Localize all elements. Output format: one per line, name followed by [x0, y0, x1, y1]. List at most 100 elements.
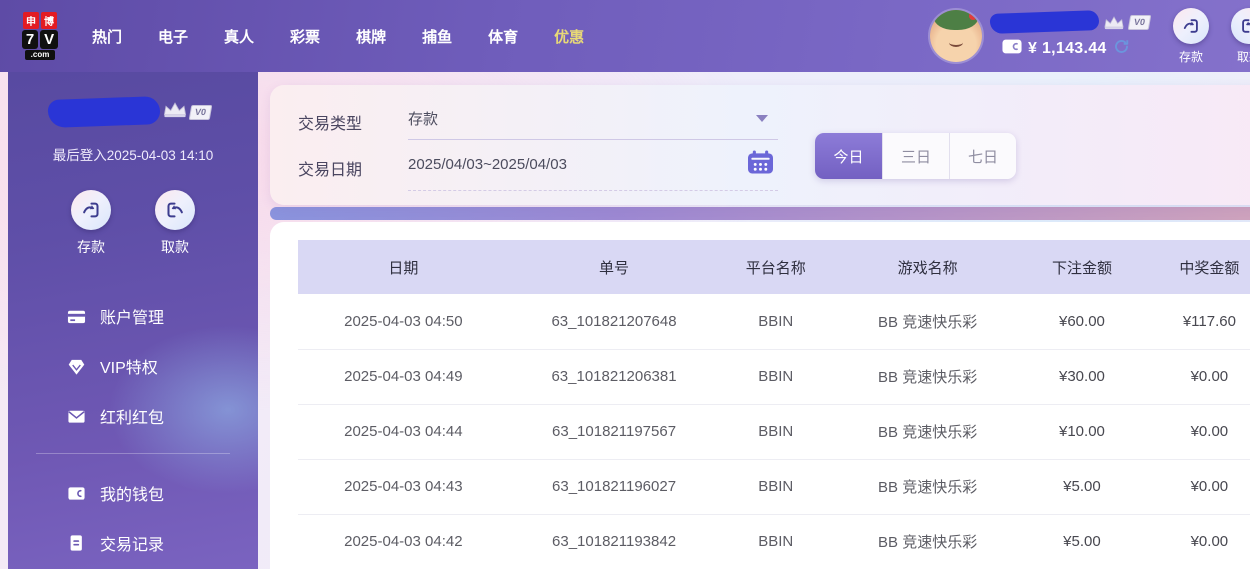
table-cell: ¥0.00	[1140, 459, 1250, 515]
document-icon	[66, 533, 86, 553]
header-withdraw-button[interactable]: 取款	[1222, 7, 1250, 65]
refresh-icon[interactable]	[1113, 38, 1130, 60]
nav-item-8[interactable]: 优惠	[554, 28, 585, 46]
table-row: 2025-04-03 04:42 63_101821193842 BBIN BB 竞速…	[298, 514, 1250, 569]
table-cell: BB 竞速快乐彩	[832, 459, 1024, 515]
card-icon	[66, 306, 86, 326]
header-deposit-button[interactable]: 存款	[1164, 7, 1218, 65]
table-cell: 63_101821193842	[508, 514, 720, 569]
top-navigation-bar: 申 博 7 V .com 热门 电子 真人 彩票 棋牌 捕鱼 体育 优惠 V0 ¥ 1,14	[0, 0, 1250, 72]
brand-char-7: 7	[21, 30, 39, 49]
sidebar: V0 最后登入2025-04-03 14:10 存款 取款 账户管理 VIP特权 红利…	[8, 0, 258, 569]
user-cluster: V0 ¥ 1,143.44 存款 取款	[930, 0, 1250, 72]
table-cell: ¥0.00	[1140, 404, 1250, 460]
table-column-header-2: 单号	[508, 240, 720, 294]
calendar-icon[interactable]	[747, 149, 774, 180]
brand-logo-cn: 申 博	[23, 12, 57, 29]
transaction-type-select[interactable]: 存款	[408, 104, 778, 140]
table-cell: ¥0.00	[1140, 349, 1250, 405]
last-login-text: 最后登入2025-04-03 14:10	[52, 148, 214, 163]
table-cell: BB 竞速快乐彩	[832, 514, 1024, 569]
sidebar-item-vip-privilege[interactable]: VIP特权	[8, 341, 258, 391]
transaction-type-value: 存款	[408, 111, 439, 128]
table-cell: BBIN	[719, 459, 833, 515]
vip-level-badge: V0	[188, 104, 213, 120]
table-cell: BBIN	[719, 294, 833, 350]
sidebar-divider	[36, 453, 230, 454]
range-button-1[interactable]: 今日	[815, 133, 882, 179]
table-cell: BBIN	[719, 514, 833, 569]
table-cell: BBIN	[719, 349, 833, 405]
sidebar-item-my-wallet[interactable]: 我的钱包	[8, 468, 258, 518]
table-cell: ¥60.00	[1023, 294, 1141, 350]
crown-icon	[162, 101, 188, 123]
brand-suffix: .com	[24, 50, 56, 60]
sidebar-username-redaction	[47, 96, 161, 128]
nav-item-4[interactable]: 彩票	[290, 28, 321, 46]
envelope-icon	[66, 406, 86, 426]
date-range-buttons: 今日 三日 七日	[815, 133, 1016, 179]
table-cell: BBIN	[719, 404, 833, 460]
table-cell: ¥30.00	[1023, 349, 1141, 405]
deposit-arrow-icon	[71, 190, 111, 230]
withdraw-arrow-icon	[1231, 7, 1250, 44]
nav-item-6[interactable]: 捕鱼	[422, 28, 453, 46]
range-button-3[interactable]: 七日	[949, 133, 1016, 179]
sidebar-quick-actions: 存款 取款	[8, 190, 258, 257]
crown-icon	[1103, 15, 1125, 30]
main-nav: 热门 电子 真人 彩票 棋牌 捕鱼 体育 优惠	[92, 26, 584, 47]
wallet-card-icon	[1002, 39, 1022, 59]
user-info: V0 ¥ 1,143.44	[989, 10, 1152, 60]
sidebar-item-account-management[interactable]: 账户管理	[8, 291, 258, 341]
table-column-header-5: 下注金额	[1023, 240, 1141, 294]
user-avatar[interactable]	[930, 10, 982, 62]
range-button-2[interactable]: 三日	[882, 133, 949, 179]
gem-icon	[66, 356, 86, 376]
table-row: 2025-04-03 04:49 63_101821206381 BBIN BB 竞速…	[298, 349, 1250, 405]
sidebar-item-bonus-redpacket[interactable]: 红利红包	[8, 391, 258, 441]
brand-logo-en: 7 V	[21, 30, 59, 49]
sidebar-item-transaction-records[interactable]: 交易记录	[8, 518, 258, 568]
nav-item-3[interactable]: 真人	[224, 28, 255, 46]
table-column-header-3: 平台名称	[719, 240, 833, 294]
transaction-type-label: 交易类型	[298, 116, 363, 133]
table-cell: 63_101821207648	[508, 294, 720, 350]
brand-char-v: V	[40, 30, 59, 49]
table-cell: 2025-04-03 04:50	[298, 294, 509, 350]
username-redaction	[989, 10, 1100, 34]
sidebar-withdraw-button[interactable]: 取款	[148, 190, 202, 257]
table-header-row: 日期 单号 平台名称 游戏名称 下注金额 中奖金额	[298, 240, 1250, 294]
brand-char-2: 博	[41, 12, 57, 29]
records-table-panel: 日期 单号 平台名称 游戏名称 下注金额 中奖金额 2025-04-03 04:50 63_…	[270, 222, 1250, 569]
table-column-header-1: 日期	[298, 240, 509, 294]
table-body: 2025-04-03 04:50 63_101821207648 BBIN BB 竞速…	[298, 294, 1250, 569]
filter-panel: 交易类型 存款 交易日期 2025/04/03~2025/04/03 今日 三日七…	[270, 85, 1250, 205]
nav-item-7[interactable]: 体育	[488, 28, 519, 46]
decorative-gradient-band	[270, 207, 1250, 220]
vip-level-badge: V0	[1127, 14, 1152, 30]
table-cell: ¥0.00	[1140, 514, 1250, 569]
table-cell: 63_101821197567	[508, 404, 720, 460]
brand-logo[interactable]: 申 博 7 V .com	[14, 12, 66, 60]
nav-item-1[interactable]: 热门	[92, 28, 123, 46]
table-cell: 63_101821196027	[508, 459, 720, 515]
table-cell: BB 竞速快乐彩	[832, 294, 1024, 350]
sidebar-deposit-button[interactable]: 存款	[64, 190, 118, 257]
brand-char-1: 申	[23, 12, 39, 29]
sidebar-menu-top: 账户管理 VIP特权 红利红包	[8, 291, 258, 441]
table-column-header-4: 游戏名称	[832, 240, 1024, 294]
table-row: 2025-04-03 04:50 63_101821207648 BBIN BB 竞速…	[298, 294, 1250, 350]
table-cell: BB 竞速快乐彩	[832, 349, 1024, 405]
table-cell: 2025-04-03 04:44	[298, 404, 509, 460]
deposit-arrow-icon	[1173, 7, 1209, 44]
table-cell: BB 竞速快乐彩	[832, 404, 1024, 460]
nav-item-5[interactable]: 棋牌	[356, 28, 387, 46]
transaction-date-value: 2025/04/03~2025/04/03	[408, 156, 567, 173]
nav-item-2[interactable]: 电子	[158, 28, 189, 46]
transaction-date-input[interactable]: 2025/04/03~2025/04/03	[408, 146, 778, 191]
notification-dot	[969, 12, 977, 20]
table-cell: ¥5.00	[1023, 459, 1141, 515]
chevron-down-icon	[756, 115, 768, 122]
table-row: 2025-04-03 04:44 63_101821197567 BBIN BB 竞速…	[298, 404, 1250, 460]
table-cell: ¥10.00	[1023, 404, 1141, 460]
